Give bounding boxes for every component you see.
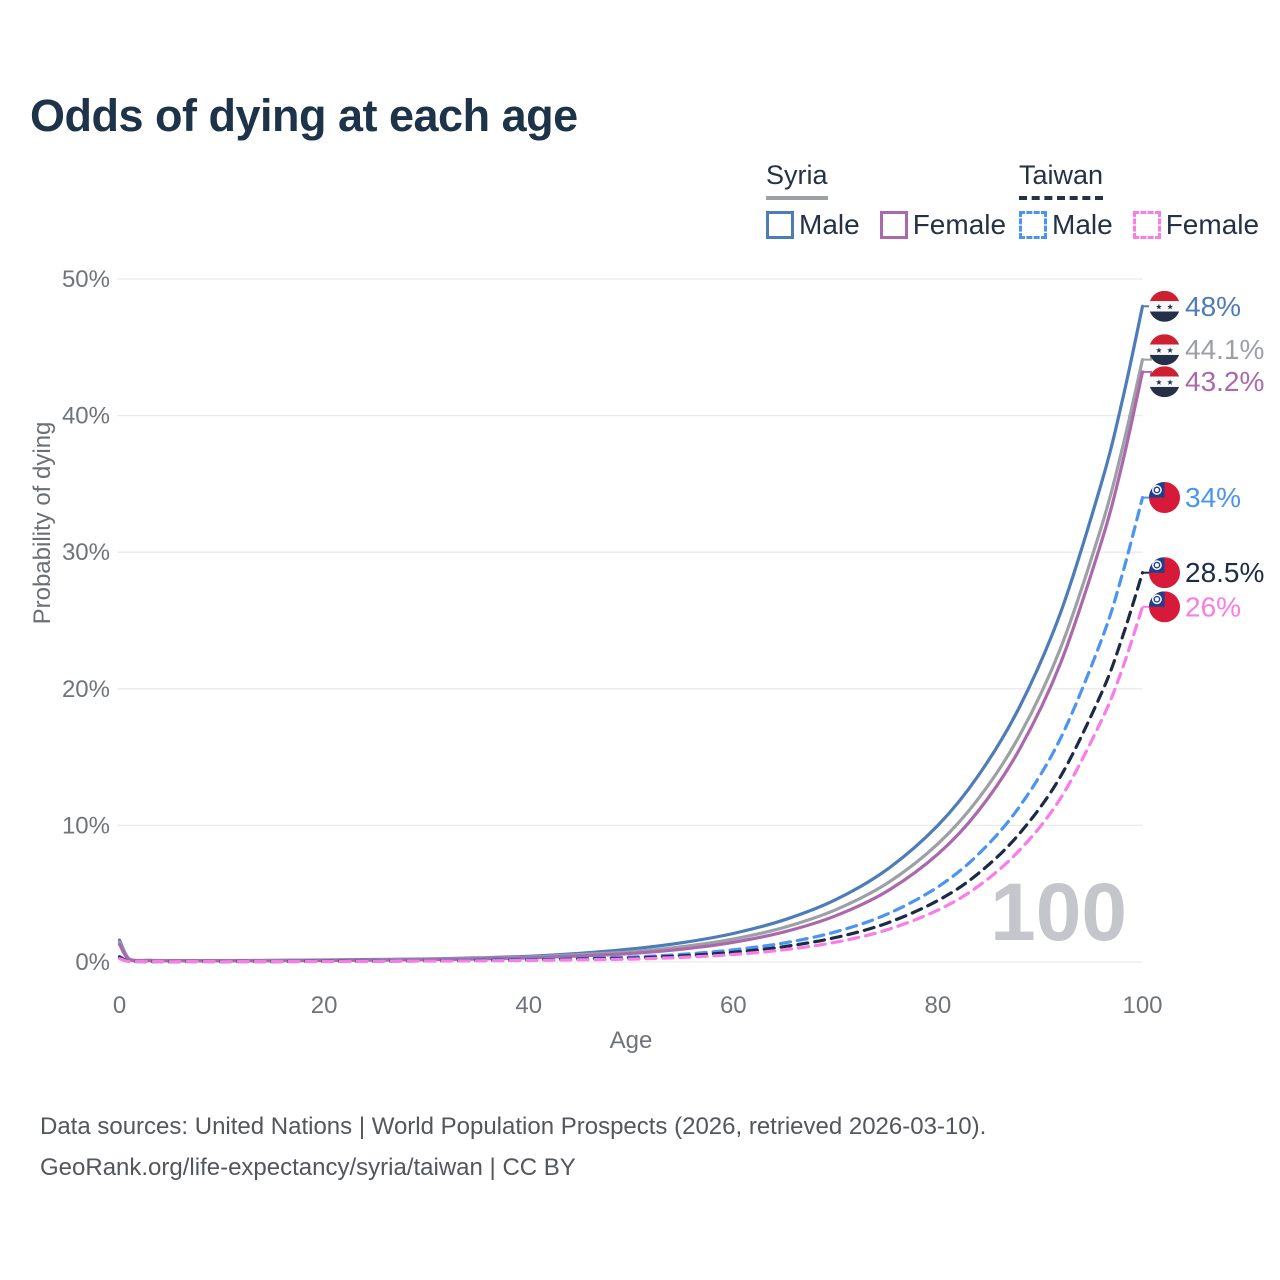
flag-icon-syria <box>1149 366 1180 398</box>
legend: Syria Male Female Taiwan Male Female <box>0 160 1280 240</box>
series-line-taiwan-female <box>117 605 1145 964</box>
flag-icon-syria <box>1149 334 1180 366</box>
x-tick-label: 40 <box>515 992 542 1019</box>
end-label-syria-male: 48% <box>1185 291 1241 322</box>
legend-item-syria-male: Male <box>766 209 860 241</box>
end-label-syria-both: 44.1% <box>1185 334 1264 365</box>
legend-group-taiwan: Taiwan Male Female <box>1019 160 1279 241</box>
series-line-syria-female <box>117 370 1145 963</box>
legend-swatch-syria-male <box>766 211 794 239</box>
x-tick-label: 80 <box>925 992 952 1019</box>
end-label-syria-female: 43.2% <box>1185 366 1264 397</box>
legend-item-label: Female <box>912 209 1007 240</box>
legend-item-taiwan-male: Male <box>1019 209 1113 241</box>
x-tick-label: 100 <box>1122 992 1162 1019</box>
x-tick-label: 20 <box>311 992 338 1019</box>
series-line-taiwan-both <box>117 571 1145 964</box>
end-label-taiwan-female: 26% <box>1185 591 1241 622</box>
legend-country-syria: Syria <box>766 160 828 200</box>
flag-icon-syria <box>1149 290 1180 322</box>
page-title: Odds of dying at each age <box>30 90 578 141</box>
legend-items-syria: Male Female <box>766 209 1026 241</box>
y-axis-title: Probability of dying <box>29 421 56 625</box>
flag-icon-taiwan <box>1149 591 1180 623</box>
y-tick-label: 30% <box>62 539 110 566</box>
y-tick-label: 0% <box>75 949 110 976</box>
legend-item-taiwan-female: Female <box>1132 209 1260 241</box>
legend-group-syria: Syria Male Female <box>766 160 1026 241</box>
legend-country-taiwan: Taiwan <box>1019 160 1104 200</box>
legend-items-taiwan: Male Female <box>1019 209 1279 241</box>
legend-item-label: Female <box>1165 209 1260 240</box>
series-line-syria-both <box>117 358 1145 963</box>
y-tick-label: 50% <box>62 266 110 293</box>
x-tick-label: 0 <box>113 992 126 1019</box>
legend-swatch-taiwan-female <box>1132 211 1161 239</box>
y-tick-label: 40% <box>62 403 110 430</box>
legend-item-syria-female: Female <box>879 209 1007 241</box>
y-tick-label: 10% <box>62 812 110 839</box>
flag-icon-taiwan <box>1149 482 1180 514</box>
end-label-taiwan-male: 34% <box>1185 482 1241 513</box>
footer-url-line: GeoRank.org/life-expectancy/syria/taiwan… <box>40 1154 576 1181</box>
y-tick-label: 20% <box>62 676 110 703</box>
legend-item-label: Male <box>799 209 860 240</box>
legend-swatch-syria-female <box>879 211 908 239</box>
legend-swatch-taiwan-male <box>1019 211 1047 239</box>
footer: Data sources: United Nations | World Pop… <box>40 1106 986 1188</box>
flag-icon-taiwan <box>1149 557 1180 589</box>
watermark-age-counter: 100 <box>990 867 1127 958</box>
x-tick-label: 60 <box>720 992 747 1019</box>
series-line-taiwan-male <box>117 496 1145 964</box>
x-axis-title: Age <box>610 1027 653 1054</box>
end-label-taiwan-both: 28.5% <box>1185 557 1264 588</box>
footer-source-line: Data sources: United Nations | World Pop… <box>40 1113 987 1140</box>
legend-item-label: Male <box>1052 209 1113 240</box>
